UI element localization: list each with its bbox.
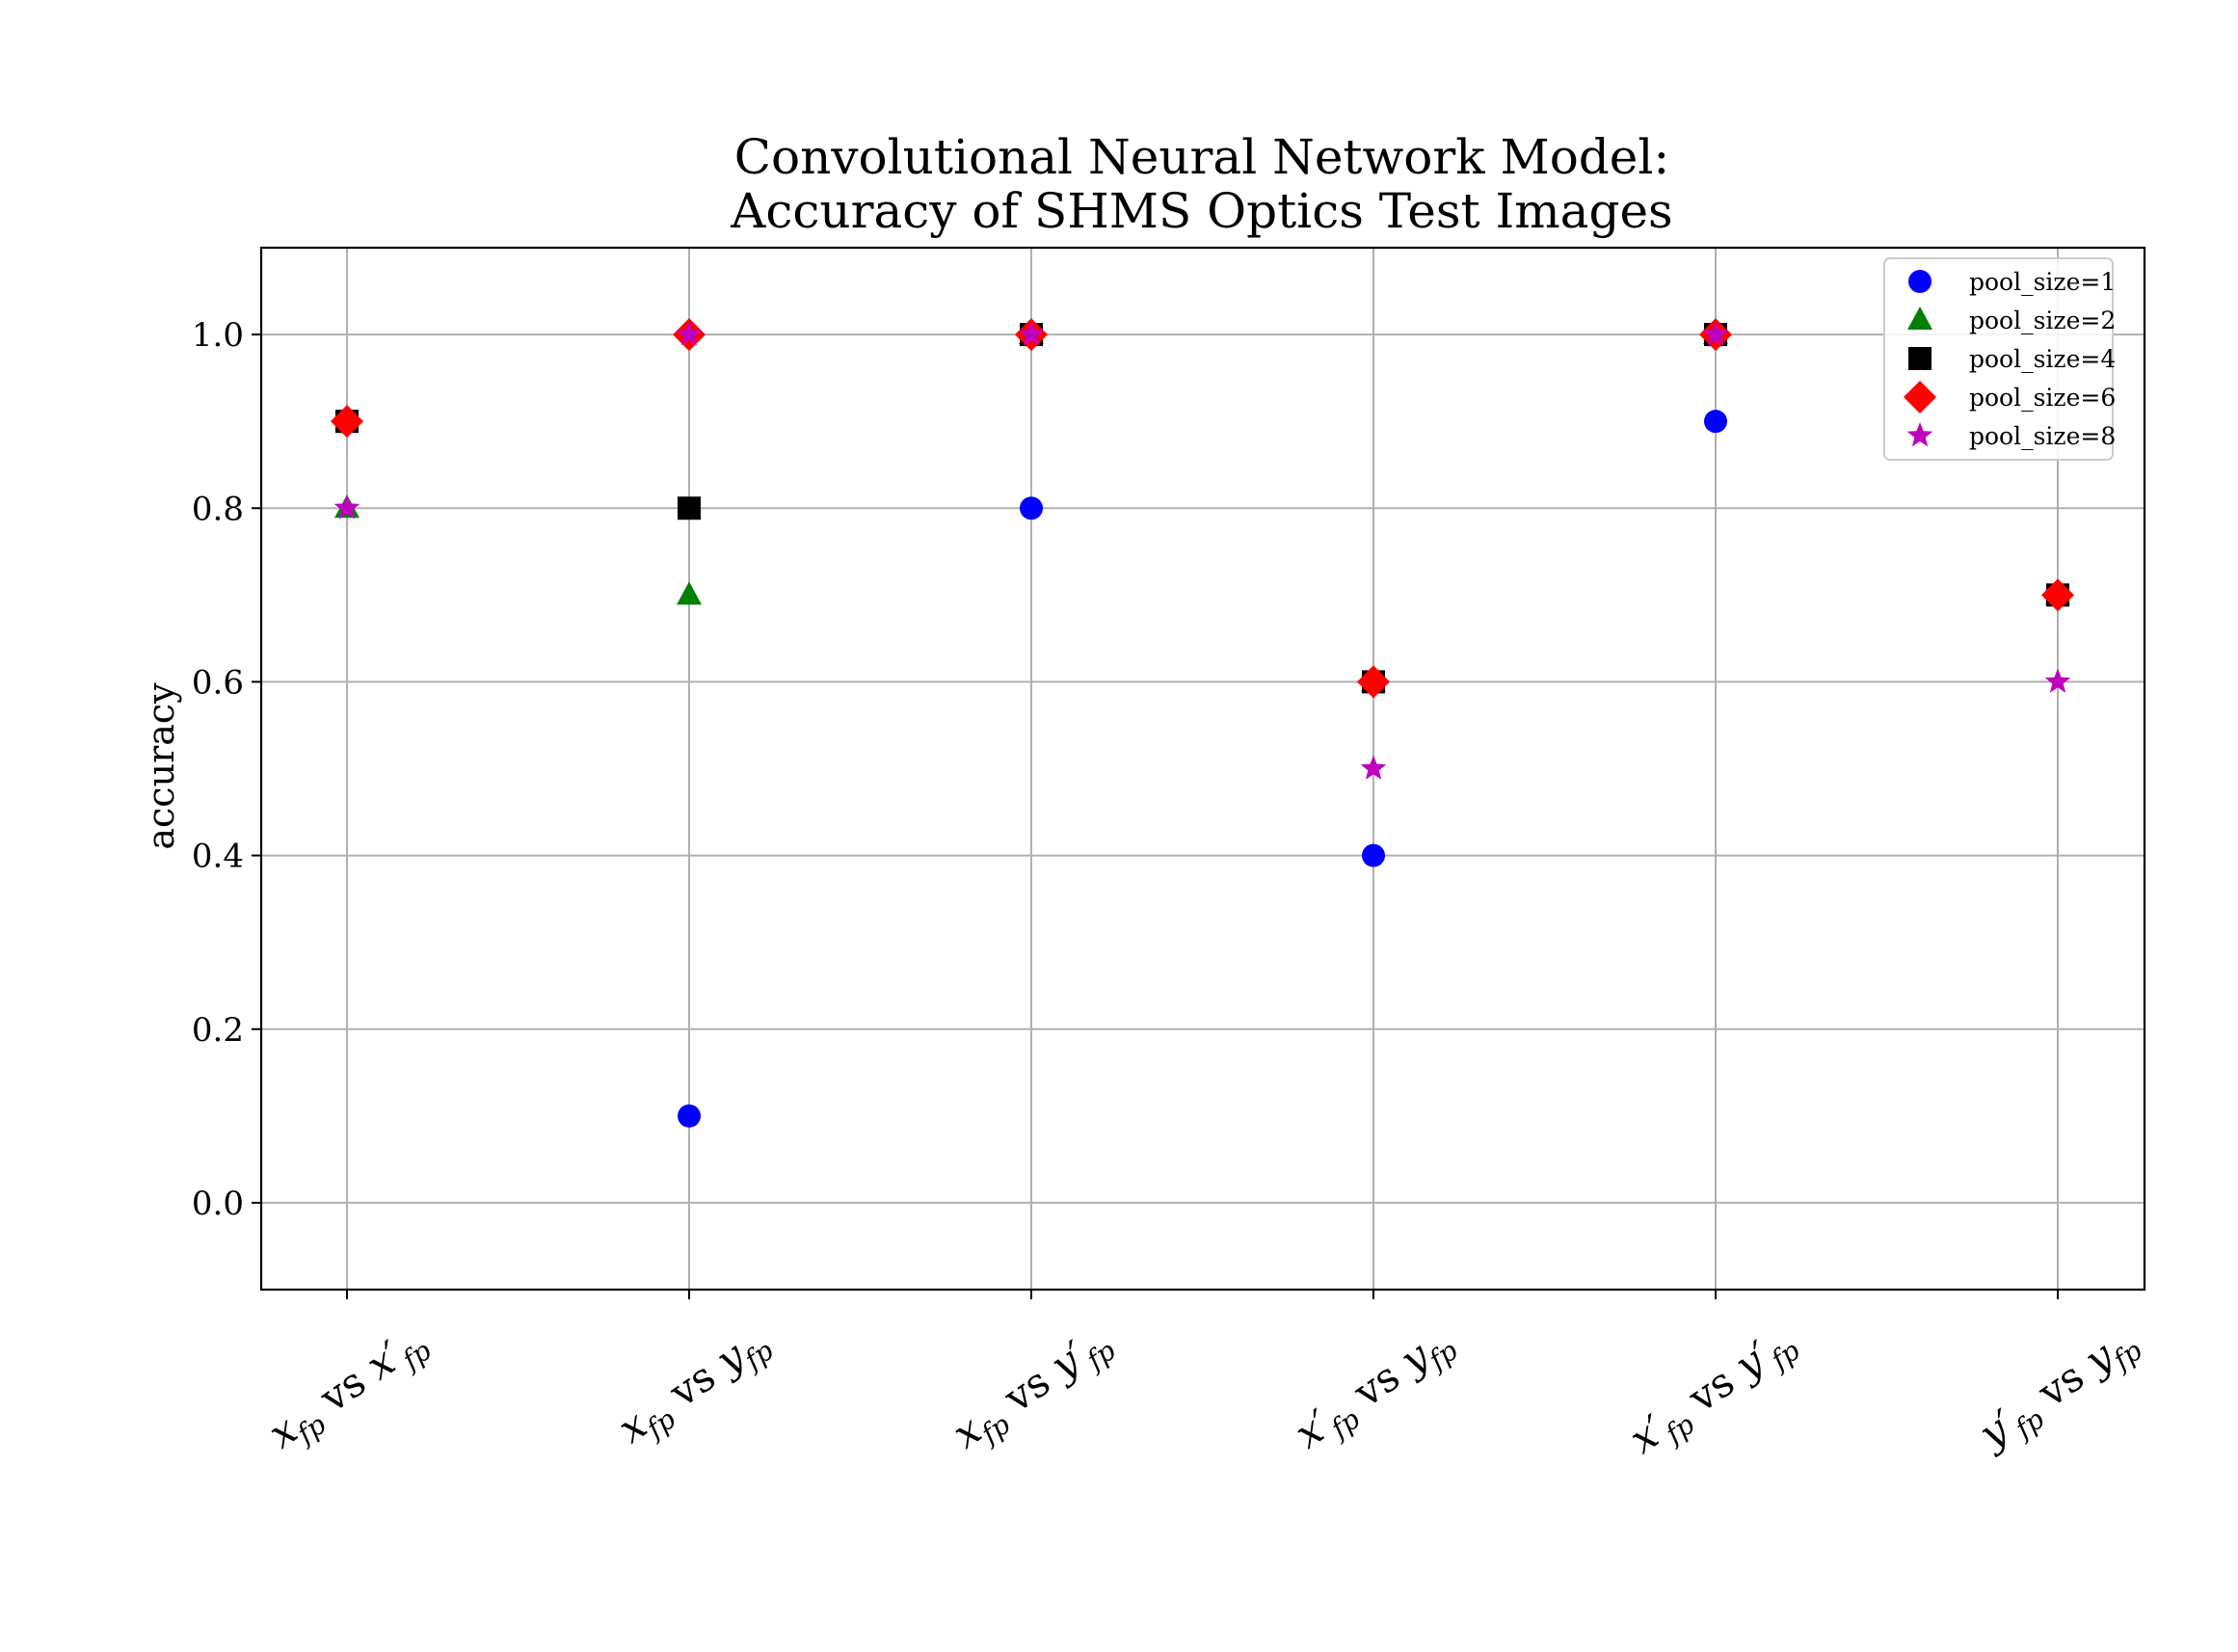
data-points — [331, 318, 2074, 1128]
x-tick-label: xfp vs y′fp — [944, 1317, 1121, 1463]
chart-title-line-1: Convolutional Neural Network Model: — [734, 129, 1669, 185]
svg-text:xfp vs y′fp: xfp vs y′fp — [944, 1317, 1121, 1463]
svg-text:xfp vs yfp: xfp vs yfp — [609, 1317, 779, 1458]
legend-label: pool_size=2 — [1969, 306, 2116, 334]
data-point-triangle — [677, 581, 702, 605]
data-point-circle — [1704, 410, 1727, 434]
x-tick-label: y′fp vs yfp — [1969, 1317, 2148, 1465]
y-tick-label: 0.6 — [192, 663, 244, 702]
svg-text:y′fp vs yfp: y′fp vs yfp — [1969, 1317, 2148, 1465]
data-point-circle — [1362, 843, 1385, 867]
data-point-circle — [1020, 496, 1043, 520]
data-point-star — [2044, 668, 2071, 693]
data-point-diamond — [2041, 578, 2074, 612]
y-axis-label: accuracy — [140, 682, 182, 850]
legend-label: pool_size=8 — [1969, 422, 2116, 450]
legend-marker-square — [1908, 347, 1932, 370]
axes: 0.0 0.2 0.4 0.6 0.8 1.0 xfp vs x′fp xfp vs yfp x… — [192, 246, 2148, 1469]
legend-marker-diamond — [1904, 381, 1936, 413]
data-point-diamond — [1357, 665, 1390, 699]
data-point-diamond — [331, 405, 363, 439]
data-point-star — [1702, 321, 1729, 346]
y-tick-label: 0.2 — [192, 1011, 244, 1050]
legend-label: pool_size=6 — [1969, 384, 2116, 412]
data-point-star — [333, 494, 360, 520]
data-point-circle — [678, 1104, 701, 1128]
data-point-square — [678, 496, 701, 520]
grid — [261, 248, 2145, 1290]
x-tick-label: xfp vs x′fp — [259, 1317, 437, 1463]
svg-text:x′fp vs y′fp: x′fp vs y′fp — [1621, 1317, 1806, 1469]
legend-marker-triangle — [1907, 306, 1932, 330]
data-point-star — [1018, 321, 1045, 346]
y-tick-label: 0.4 — [192, 838, 244, 876]
legend-marker-circle — [1908, 270, 1932, 293]
svg-text:x′fp vs yfp: x′fp vs yfp — [1286, 1317, 1463, 1463]
y-tick-label: 0.0 — [192, 1185, 244, 1223]
x-tick-label: x′fp vs yfp — [1286, 1317, 1463, 1463]
data-point-star — [676, 321, 703, 346]
svg-text:xfp vs x′fp: xfp vs x′fp — [259, 1317, 437, 1463]
legend-label: pool_size=4 — [1969, 345, 2116, 373]
y-tick-label: 1.0 — [192, 316, 244, 355]
legend-label: pool_size=1 — [1969, 268, 2116, 296]
y-tick-label: 0.8 — [192, 490, 244, 528]
legend-box — [1883, 257, 2114, 461]
x-tick-label: x′fp vs y′fp — [1621, 1317, 1806, 1469]
chart-title-line-2: Accuracy of SHMS Optics Test Images — [730, 183, 1672, 239]
x-tick-label: xfp vs yfp — [609, 1317, 779, 1458]
legend-marker-star — [1906, 422, 1933, 447]
plot-frame — [259, 246, 2146, 1292]
data-point-star — [1360, 755, 1387, 780]
legend: pool_size=1 pool_size=2 pool_size=4 pool_si… — [1883, 257, 2116, 461]
